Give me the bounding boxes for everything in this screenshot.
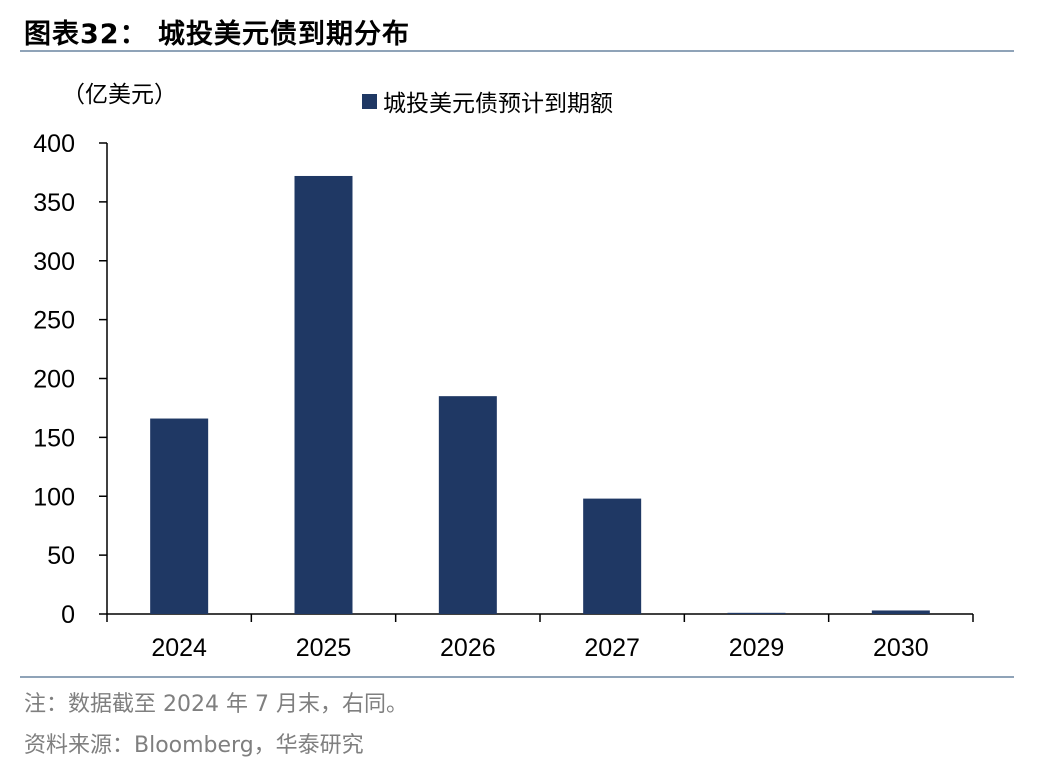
bar-2027 — [583, 498, 642, 614]
bar-2029 — [727, 612, 786, 614]
chart-source: 资料来源：Bloomberg，华泰研究 — [24, 733, 364, 758]
bar-2024 — [150, 418, 209, 614]
figure-title: 图表32： 城投美元债到期分布 — [24, 19, 410, 50]
y-tick-label: 300 — [33, 248, 75, 276]
chart-legend: 城投美元债预计到期额 — [362, 84, 613, 118]
y-tick-label: 0 — [61, 601, 75, 629]
y-tick-label: 200 — [33, 366, 75, 394]
x-tick-label: 2026 — [440, 634, 496, 662]
bar-2030 — [871, 610, 930, 614]
x-tick-label: 2030 — [873, 634, 929, 662]
y-tick-label: 400 — [33, 130, 75, 158]
x-tick-label: 2025 — [296, 634, 352, 662]
legend-label: 城投美元债预计到期额 — [383, 91, 613, 117]
y-tick-label: 350 — [33, 189, 75, 217]
y-tick-label: 250 — [33, 307, 75, 335]
x-tick-label: 2029 — [729, 634, 785, 662]
footer-divider — [20, 676, 1014, 678]
bar-2025 — [294, 175, 353, 614]
title-divider — [20, 50, 1014, 52]
y-tick-label: 100 — [33, 483, 75, 511]
y-tick-label: 150 — [33, 424, 75, 452]
x-tick-label: 2027 — [584, 634, 640, 662]
legend-swatch — [362, 93, 377, 109]
y-tick-label: 50 — [47, 542, 75, 570]
chart-note: 注：数据截至 2024 年 7 月末，右同。 — [24, 692, 408, 717]
bar-chart: 0 50 100 150 200 250 300 350 400 2024 2025 2026 2027… — [33, 130, 974, 662]
y-axis-unit: （亿美元） — [62, 82, 177, 108]
bar-2026 — [438, 396, 497, 614]
x-tick-label: 2024 — [151, 634, 207, 662]
